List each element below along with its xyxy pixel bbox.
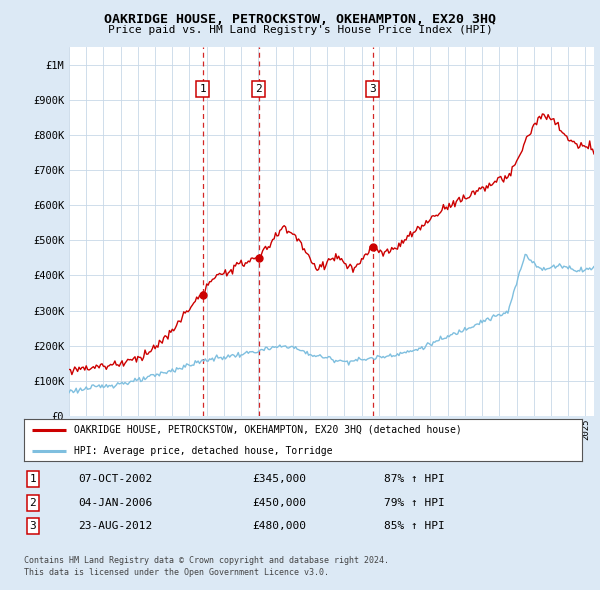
Text: £480,000: £480,000 xyxy=(252,522,306,531)
Text: 87% ↑ HPI: 87% ↑ HPI xyxy=(384,474,445,484)
Text: £345,000: £345,000 xyxy=(252,474,306,484)
Text: 1: 1 xyxy=(199,84,206,94)
Text: OAKRIDGE HOUSE, PETROCKSTOW, OKEHAMPTON, EX20 3HQ (detached house): OAKRIDGE HOUSE, PETROCKSTOW, OKEHAMPTON,… xyxy=(74,425,462,434)
Text: 1: 1 xyxy=(29,474,37,484)
Text: 04-JAN-2006: 04-JAN-2006 xyxy=(78,498,152,507)
Text: 79% ↑ HPI: 79% ↑ HPI xyxy=(384,498,445,507)
Text: This data is licensed under the Open Government Licence v3.0.: This data is licensed under the Open Gov… xyxy=(24,568,329,577)
Text: 07-OCT-2002: 07-OCT-2002 xyxy=(78,474,152,484)
Text: £450,000: £450,000 xyxy=(252,498,306,507)
Text: 2: 2 xyxy=(29,498,37,507)
Text: 85% ↑ HPI: 85% ↑ HPI xyxy=(384,522,445,531)
Text: 23-AUG-2012: 23-AUG-2012 xyxy=(78,522,152,531)
Text: Contains HM Land Registry data © Crown copyright and database right 2024.: Contains HM Land Registry data © Crown c… xyxy=(24,556,389,565)
Text: 2: 2 xyxy=(255,84,262,94)
Text: Price paid vs. HM Land Registry's House Price Index (HPI): Price paid vs. HM Land Registry's House … xyxy=(107,25,493,35)
Text: 3: 3 xyxy=(29,522,37,531)
Text: HPI: Average price, detached house, Torridge: HPI: Average price, detached house, Torr… xyxy=(74,446,333,455)
Text: 3: 3 xyxy=(369,84,376,94)
Text: OAKRIDGE HOUSE, PETROCKSTOW, OKEHAMPTON, EX20 3HQ: OAKRIDGE HOUSE, PETROCKSTOW, OKEHAMPTON,… xyxy=(104,13,496,26)
